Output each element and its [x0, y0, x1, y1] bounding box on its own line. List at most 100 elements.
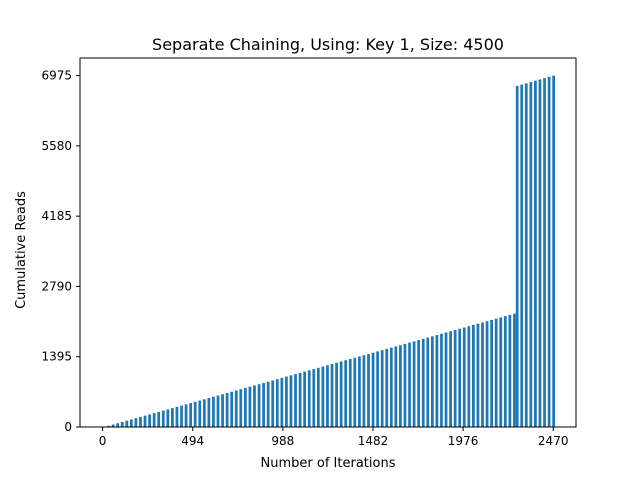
- bar-24: [212, 396, 215, 427]
- bar-42: [294, 374, 297, 427]
- bar-86: [494, 318, 498, 427]
- bar-54: [348, 358, 352, 427]
- bar-6: [129, 419, 133, 427]
- x-axis-ticks: 0 494 988 1482 1976 2470: [99, 427, 569, 448]
- bar-52: [339, 361, 343, 427]
- bar-81: [472, 324, 475, 427]
- bar-65: [399, 345, 402, 427]
- bar-11: [152, 413, 156, 427]
- bar-32: [248, 386, 252, 427]
- y-axis-label: Cumulative Reads: [14, 191, 29, 309]
- bar-36: [266, 381, 270, 427]
- chart-title: Separate Chaining, Using: Key 1, Size: 4…: [152, 35, 504, 54]
- bar-48: [321, 366, 325, 427]
- bar-4: [120, 421, 124, 427]
- bar-80: [467, 326, 471, 427]
- bar-56: [358, 356, 361, 427]
- bar-62: [385, 348, 389, 427]
- x-tick-label: 1976: [448, 434, 479, 448]
- y-tick-label: 5580: [41, 139, 72, 153]
- bar-37: [271, 380, 275, 427]
- bar-41: [289, 375, 293, 427]
- bar-50: [330, 364, 334, 427]
- bar-91: [515, 85, 519, 427]
- y-tick-label: 0: [64, 420, 72, 434]
- bar-34: [257, 384, 261, 427]
- bar-39: [280, 377, 284, 427]
- y-axis-ticks: 0 1395 2790 4185 5580 6975: [41, 69, 80, 434]
- bar-73: [435, 335, 439, 427]
- bar-9: [143, 415, 147, 427]
- bar-94: [529, 82, 533, 427]
- bar-25: [216, 395, 220, 427]
- bar-58: [367, 353, 370, 427]
- bar-35: [262, 382, 265, 427]
- bar-22: [202, 399, 206, 427]
- bar-28: [230, 391, 234, 427]
- bar-93: [524, 83, 528, 427]
- x-tick-label: 1482: [358, 434, 389, 448]
- axes: [79, 57, 577, 428]
- bar-90: [513, 313, 516, 427]
- bar-66: [403, 343, 407, 427]
- bar-10: [148, 414, 151, 427]
- bar-51: [335, 362, 338, 427]
- bar-13: [161, 410, 165, 427]
- bar-97: [543, 78, 546, 427]
- x-axis-label: Number of Iterations: [261, 456, 396, 471]
- bar-23: [207, 398, 211, 427]
- bar-78: [458, 328, 462, 427]
- x-tick-label: 2470: [538, 434, 569, 448]
- bar-45: [307, 370, 311, 427]
- y-tick-label: 1395: [41, 350, 72, 364]
- bar-44: [303, 371, 307, 427]
- bar-83: [481, 322, 484, 427]
- bar-7: [134, 418, 138, 427]
- bar-49: [326, 365, 329, 427]
- bar-98: [547, 76, 551, 427]
- bar-75: [444, 332, 448, 427]
- bar-68: [412, 341, 416, 427]
- bar-53: [344, 360, 348, 427]
- bar-55: [353, 357, 357, 427]
- bar-89: [508, 314, 512, 427]
- bar-87: [499, 317, 503, 427]
- bar-82: [476, 323, 480, 427]
- bar-29: [234, 390, 238, 427]
- bar-77: [453, 330, 457, 427]
- bar-series: [107, 75, 556, 427]
- bar-8: [139, 416, 142, 427]
- bar-79: [462, 327, 466, 427]
- bar-2: [111, 424, 115, 427]
- bar-76: [449, 331, 452, 427]
- bar-38: [275, 379, 279, 427]
- y-tick-label: 2790: [41, 279, 72, 293]
- bar-12: [157, 411, 161, 427]
- bar-72: [430, 336, 434, 427]
- bar-18: [184, 404, 188, 427]
- x-tick-label: 988: [271, 434, 294, 448]
- bar-14: [166, 409, 170, 427]
- bar-63: [389, 347, 393, 427]
- bar-71: [426, 337, 430, 427]
- bar-46: [312, 369, 316, 427]
- bar-47: [316, 367, 320, 427]
- x-tick-label: 0: [99, 434, 107, 448]
- bar-96: [538, 79, 542, 427]
- bar-26: [221, 394, 224, 427]
- y-tick-label: 6975: [41, 69, 72, 83]
- bar-43: [298, 372, 302, 427]
- bar-21: [198, 400, 202, 427]
- bar-5: [125, 420, 129, 427]
- bar-84: [485, 321, 489, 427]
- bar-19: [189, 403, 193, 427]
- bar-69: [417, 340, 421, 427]
- y-tick-label: 4185: [41, 209, 72, 223]
- bar-33: [253, 385, 256, 427]
- bar-64: [394, 346, 398, 427]
- x-tick-label: 494: [181, 434, 204, 448]
- bar-31: [243, 387, 247, 427]
- bar-30: [239, 389, 243, 427]
- bar-95: [534, 80, 537, 427]
